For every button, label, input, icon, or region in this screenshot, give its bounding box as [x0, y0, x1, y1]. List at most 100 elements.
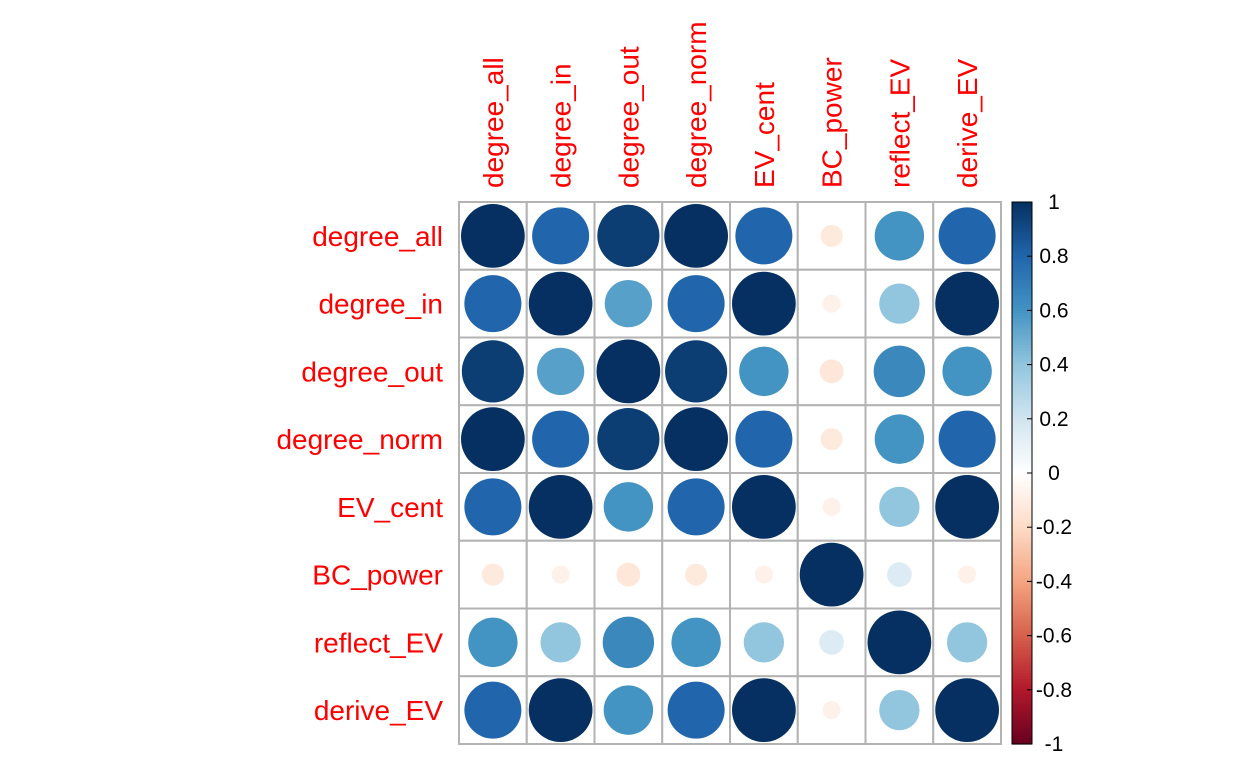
correlation-circle [540, 622, 581, 663]
legend-color-segment [1012, 684, 1032, 688]
legend-color-segment [1012, 491, 1032, 496]
legend-color-segment [1012, 288, 1032, 293]
legend-color-segment [1012, 397, 1032, 401]
correlation-circle [819, 630, 844, 655]
column-label: degree_out [613, 46, 644, 188]
legend-color-segment [1012, 478, 1032, 482]
legend-color-segment [1012, 277, 1032, 282]
correlation-circle [938, 410, 996, 468]
legend-color-segment [1012, 356, 1032, 360]
legend-tick-label: -0.4 [1036, 570, 1073, 593]
legend-color-segment [1012, 410, 1032, 414]
legend-tick-label: -0.6 [1036, 625, 1072, 648]
grid-cell [796, 268, 867, 339]
legend-color-segment [1012, 407, 1032, 412]
correlation-circle [822, 294, 841, 313]
legend-color-segment [1012, 202, 1032, 206]
correlation-circle [464, 275, 522, 333]
legend-tick-label: -0.2 [1036, 516, 1072, 539]
row-label: EV_cent [337, 492, 443, 523]
correlation-circle [667, 478, 725, 536]
legend-color-segment [1012, 340, 1032, 344]
legend-color-segment [1012, 651, 1032, 656]
correlation-circle [879, 689, 920, 731]
legend-color-segment [1012, 589, 1032, 593]
legend-color-segment [1012, 464, 1032, 469]
correlation-circle [874, 211, 925, 261]
legend-color-segment [1012, 735, 1032, 740]
correlation-circle [732, 271, 796, 336]
legend-color-segment [1012, 673, 1032, 677]
legend-color-segment [1012, 630, 1032, 634]
legend-color-segment [1012, 310, 1032, 314]
legend-color-segment [1012, 313, 1032, 317]
legend-color-segment [1012, 554, 1032, 558]
legend-color-segment [1012, 218, 1032, 222]
legend-color-segment [1012, 687, 1032, 691]
legend-color-segment [1012, 451, 1032, 455]
correlation-circle [935, 678, 999, 742]
correlation-circle [946, 622, 988, 663]
legend-color-segment [1012, 719, 1032, 723]
legend-color-segment [1012, 706, 1032, 710]
legend-color-segment [1012, 435, 1032, 439]
legend-color-segment [1012, 291, 1032, 295]
legend-color-segment [1012, 467, 1032, 471]
legend-color-segment [1012, 264, 1032, 268]
legend-color-segment [1012, 342, 1032, 347]
legend-color-segment [1012, 378, 1032, 382]
legend-color-segment [1012, 500, 1032, 504]
column-label: EV_cent [749, 82, 780, 188]
correlation-circle [935, 271, 999, 336]
legend-color-segment [1012, 668, 1032, 672]
legend-color-segment [1012, 294, 1032, 298]
correlation-circle [743, 622, 785, 663]
legend-color-segment [1012, 676, 1032, 680]
legend-color-segment [1012, 299, 1032, 303]
legend-color-segment [1012, 725, 1032, 729]
legend-tick-label: 0.6 [1039, 299, 1068, 322]
legend-color-segment [1012, 261, 1032, 265]
correlation-circle [464, 478, 522, 536]
legend-color-segment [1012, 226, 1032, 230]
correlation-circle [822, 701, 841, 720]
legend-color-segment [1012, 421, 1032, 425]
legend-color-segment [1012, 237, 1032, 241]
legend-color-segment [1012, 348, 1032, 352]
legend-color-segment [1012, 581, 1032, 585]
legend-color-segment [1012, 662, 1032, 667]
legend-color-segment [1012, 445, 1032, 450]
legend-color-segment [1012, 510, 1032, 515]
legend-color-segment [1012, 711, 1032, 715]
legend-color-segment [1012, 248, 1032, 252]
legend-color-segment [1012, 632, 1032, 637]
legend-color-segment [1012, 242, 1032, 246]
legend-color-segment [1012, 212, 1032, 217]
legend-color-segment [1012, 315, 1032, 320]
legend-color-segment [1012, 649, 1032, 653]
legend-color-segment [1012, 703, 1032, 707]
legend-color-segment [1012, 654, 1032, 658]
legend-color-segment [1012, 502, 1032, 507]
legend-color-segment [1012, 326, 1032, 330]
legend-color-segment [1012, 527, 1032, 531]
legend-color-segment [1012, 432, 1032, 436]
legend-color-segment [1012, 611, 1032, 615]
legend-color-segment [1012, 567, 1032, 572]
correlation-circle [532, 207, 590, 265]
correlation-circle [461, 407, 525, 471]
correlation-circle [879, 283, 920, 324]
legend-color-segment [1012, 641, 1032, 645]
legend-color-segment [1012, 418, 1032, 423]
legend-color-segment [1012, 622, 1032, 626]
legend-color-segment [1012, 388, 1032, 393]
legend-color-segment [1012, 286, 1032, 290]
legend-color-segment [1012, 730, 1032, 734]
legend-color-segment [1012, 505, 1032, 509]
correlation-circle [799, 542, 864, 607]
legend-color-segment [1012, 402, 1032, 406]
legend-color-segment [1012, 307, 1032, 311]
legend-color-segment [1012, 565, 1032, 569]
legend-color-segment [1012, 256, 1032, 260]
